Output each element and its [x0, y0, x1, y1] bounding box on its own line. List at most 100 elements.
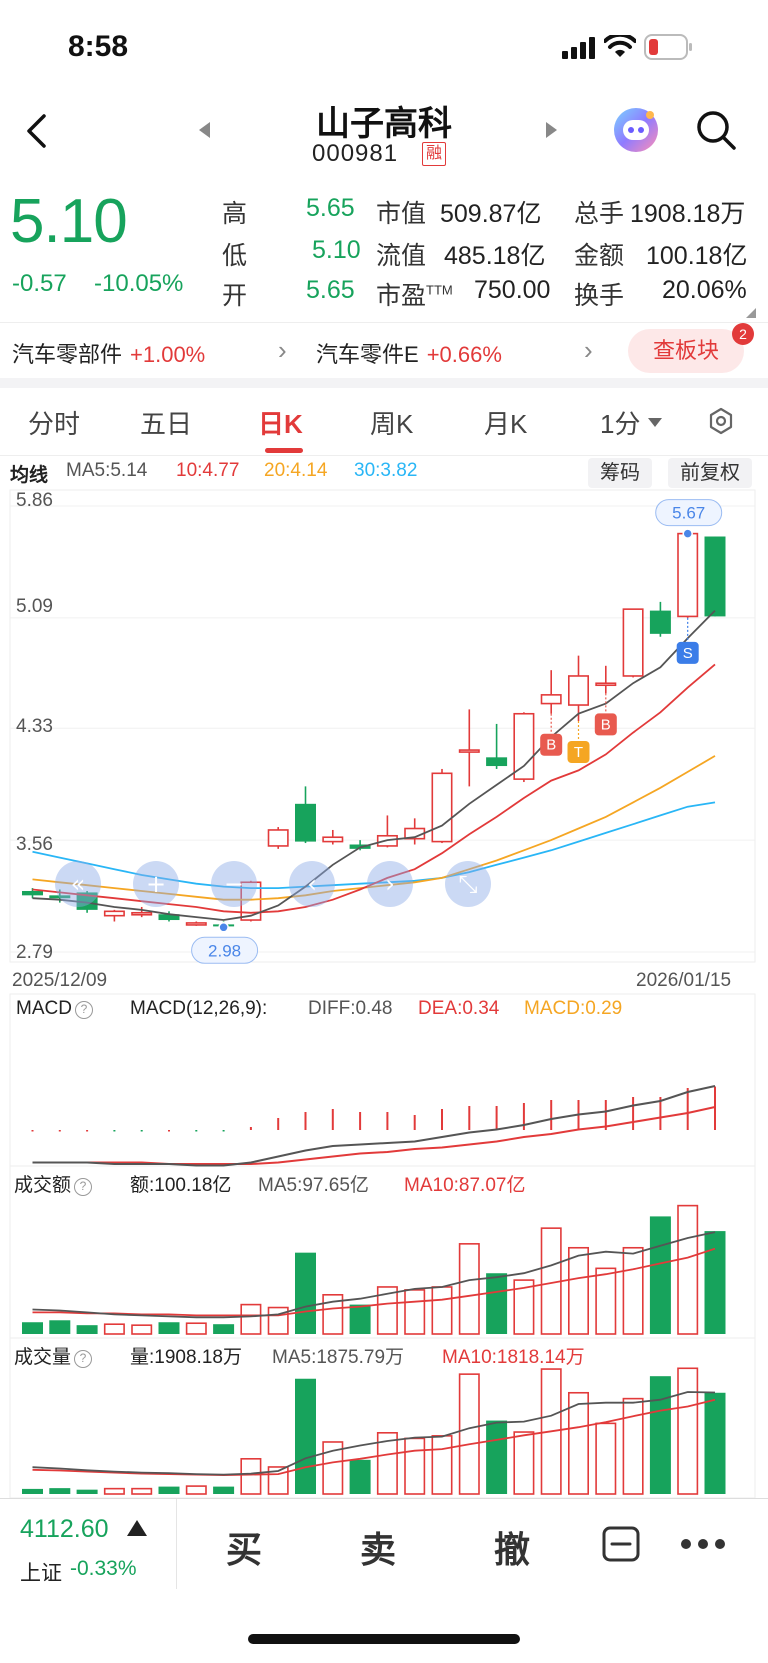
signal-badge — [567, 741, 590, 764]
tab-intraday[interactable]: 分时 — [28, 409, 81, 439]
volume-bar — [431, 1435, 453, 1495]
candle-body — [185, 922, 207, 926]
candle-body — [458, 749, 480, 753]
adjust-button[interactable]: 前复权 — [668, 458, 752, 488]
volume-bar — [295, 1378, 316, 1494]
help-icon[interactable]: ? — [74, 1178, 93, 1196]
volume-ma10-line — [32, 1398, 716, 1477]
quote-key-float: 流值 — [376, 242, 427, 270]
volume-bar — [22, 1488, 43, 1494]
zoom-in-button[interactable] — [133, 861, 179, 907]
candle-body — [295, 803, 316, 842]
price-axis-label: 2.79 — [16, 942, 53, 963]
price-axis-label: 4.33 — [16, 716, 53, 737]
expand-corner-icon[interactable] — [746, 308, 756, 318]
volume-bar — [486, 1420, 508, 1494]
stock-code: 000981 — [312, 140, 399, 167]
candle-body — [622, 608, 644, 677]
candle-body — [431, 772, 453, 843]
amount-bar — [458, 1243, 480, 1335]
chevron-right-icon[interactable]: › — [584, 335, 593, 365]
prev-stock-icon[interactable] — [196, 120, 212, 140]
search-icon[interactable] — [694, 108, 738, 152]
back-icon[interactable] — [24, 114, 50, 148]
buy-button[interactable]: 买 — [226, 1529, 263, 1570]
tab-five-day[interactable]: 五日 — [140, 409, 193, 439]
amount-ma5: MA5:97.65亿 — [258, 1175, 369, 1196]
tab-daily-k[interactable]: 日K — [258, 409, 303, 439]
scroll-left-button-glyph: « — [71, 870, 86, 898]
quote-pe: 750.00 — [474, 276, 551, 304]
candle-body — [486, 757, 508, 767]
settings-icon[interactable] — [706, 406, 736, 436]
sector-item-1[interactable]: 汽车零部件 +1.00% — [12, 342, 206, 367]
help-icon[interactable]: ? — [74, 1001, 93, 1019]
amount-bar — [49, 1320, 71, 1334]
tab-weekly-k[interactable]: 周K — [370, 409, 414, 439]
period-tabs: 分时 五日 日K 周K 月K 1分 — [0, 388, 768, 456]
index-value[interactable]: 4112.60 — [20, 1515, 109, 1543]
quote-amount: 100.18亿 — [646, 242, 748, 270]
sector-bar: 汽车零部件 +1.00% › 汽车零件E +0.66% › 查板块 2 — [0, 322, 768, 378]
zoom-out-button[interactable] — [211, 861, 257, 907]
tab-minute[interactable]: 1分 — [600, 409, 641, 439]
quote-key-pe: 市盈TTM — [376, 282, 453, 310]
volume-bar — [622, 1397, 644, 1495]
candle-body — [513, 712, 535, 780]
ma30-value: 30:3.82 — [354, 460, 418, 481]
more-icon[interactable] — [680, 1537, 726, 1551]
quote-open: 5.65 — [306, 276, 355, 304]
dropdown-icon[interactable] — [648, 418, 662, 428]
amount-bar — [185, 1322, 207, 1335]
ai-assistant-icon[interactable] — [612, 106, 660, 154]
scroll-left-button[interactable] — [55, 861, 101, 907]
tab-monthly-k[interactable]: 月K — [484, 409, 528, 439]
volume-label: 成交量? — [14, 1342, 93, 1369]
ma-label: 均线 — [10, 465, 49, 486]
fullscreen-button[interactable] — [445, 861, 491, 907]
ma20-value: 20:4.14 — [264, 460, 328, 481]
next-stock-icon[interactable] — [544, 120, 560, 140]
candle-body — [103, 910, 125, 917]
cancel-order-button[interactable]: 撤 — [494, 1529, 531, 1570]
amount-bar — [349, 1304, 371, 1334]
amount-bar — [567, 1246, 589, 1335]
signal-label: T — [574, 744, 583, 761]
volume-ma5-line — [32, 1391, 716, 1476]
sell-button[interactable]: 卖 — [360, 1529, 397, 1570]
candle-body — [267, 829, 289, 847]
prev-button[interactable] — [289, 861, 335, 907]
ma-legend: 均线 MA5:5.14 10:4.77 20:4.14 30:3.82 筹码 前… — [0, 456, 768, 490]
status-time: 8:58 — [68, 30, 129, 63]
amount-bar — [213, 1324, 235, 1334]
index-name: 上证 — [20, 1562, 62, 1585]
amount-bar — [622, 1246, 644, 1335]
zoom-out-button-glyph: − — [224, 870, 244, 898]
view-plates-button[interactable]: 查板块 — [628, 329, 744, 373]
candle-body — [704, 536, 726, 617]
candle-body — [22, 890, 43, 896]
price-change: -0.57 — [12, 270, 67, 297]
macd-value: MACD:0.29 — [524, 998, 623, 1019]
volume-bar — [76, 1489, 98, 1494]
status-bar: 8:58 — [0, 0, 768, 96]
last-price: 5.10 — [10, 187, 128, 256]
quote-float: 485.18亿 — [444, 242, 546, 270]
kline-chart[interactable]: 5.67 2.98 B T B S « + − ‹ › ⤡ — [0, 0, 768, 1498]
chips-button[interactable]: 筹码 — [588, 458, 652, 488]
help-icon[interactable]: ? — [74, 1350, 93, 1368]
volume-bar — [185, 1485, 207, 1495]
quote-label-high: 高 — [222, 200, 248, 228]
signal-label: S — [683, 645, 693, 662]
amount-bar — [76, 1325, 98, 1334]
amount-value: 额:100.18亿 — [130, 1175, 232, 1196]
index-pct: -0.33% — [70, 1557, 137, 1580]
chevron-right-icon[interactable]: › — [278, 335, 287, 365]
sector-item-2[interactable]: 汽车零件E +0.66% — [316, 342, 502, 367]
next-button[interactable] — [367, 861, 413, 907]
prev-button-glyph: ‹ — [307, 870, 317, 898]
volume-panel-frame — [9, 1337, 756, 1498]
volume-bar — [677, 1367, 699, 1495]
volume-bar — [404, 1437, 426, 1495]
position-icon[interactable] — [602, 1525, 640, 1563]
